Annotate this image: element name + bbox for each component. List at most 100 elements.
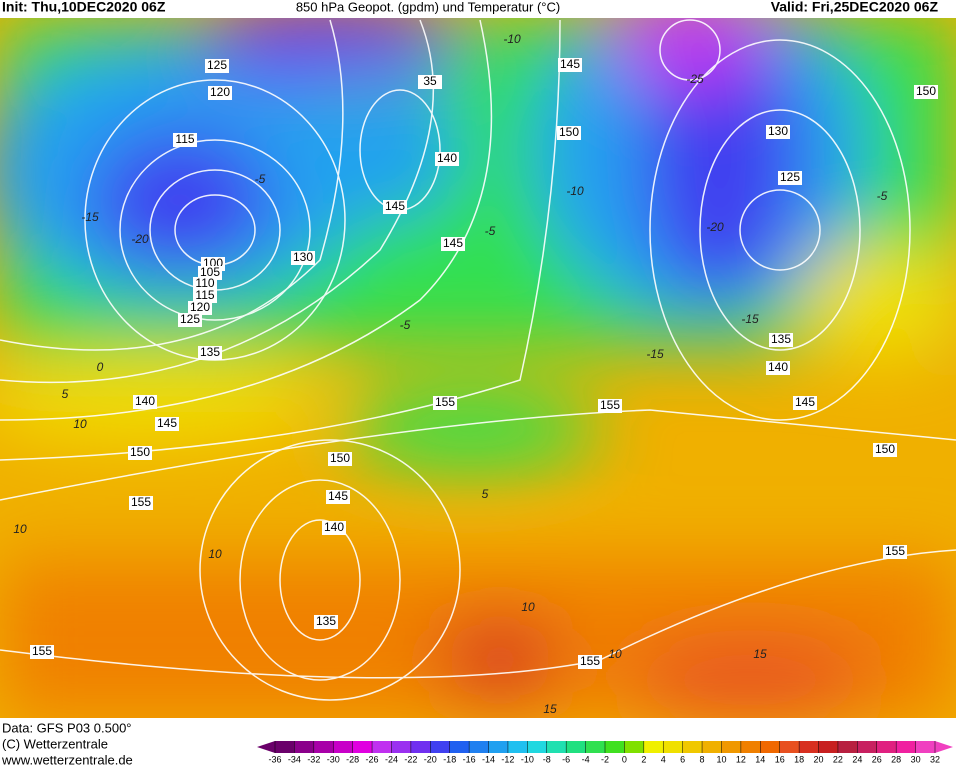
geopotential-label: 140: [135, 394, 155, 408]
colorbar-label: 16: [775, 754, 785, 764]
colorbar-label: 18: [794, 754, 804, 764]
geopotential-label: 145: [795, 395, 815, 409]
label-box: [208, 86, 232, 100]
colorbar-bin: [585, 741, 605, 753]
label-box: [129, 496, 153, 510]
temperature-label: -20: [706, 220, 724, 234]
colorbar-label: -34: [288, 754, 301, 764]
geopotential-label: 155: [600, 398, 620, 412]
colorbar-bin: [857, 741, 877, 753]
geopotential-label: 155: [885, 544, 905, 558]
colorbar-label: -20: [424, 754, 437, 764]
geopotential-label: 150: [875, 442, 895, 456]
label-box: [766, 361, 790, 375]
colorbar-bin: [702, 741, 722, 753]
colorbar-arrow: [935, 741, 953, 753]
colorbar-label: -36: [268, 754, 281, 764]
geopotential-label: 140: [768, 360, 788, 374]
colorbar-bin: [469, 741, 489, 753]
geopotential-label: 145: [385, 199, 405, 213]
label-box: [558, 58, 582, 72]
colorbar-label: -6: [562, 754, 570, 764]
geopotential-label: 110: [195, 276, 214, 290]
label-box: [433, 396, 457, 410]
temperature-label: -15: [646, 347, 664, 361]
temperature-label: -5: [877, 189, 888, 203]
geopotential-label: 155: [435, 395, 455, 409]
contours: [0, 19, 956, 701]
colorbar-label: 32: [930, 754, 940, 764]
colorbar-bin: [799, 741, 819, 753]
colorbar-label: -8: [543, 754, 551, 764]
colorbar-bin: [507, 741, 528, 753]
geopotential-label: 115: [175, 132, 194, 146]
colorbar-label: -10: [521, 754, 534, 764]
geopotential-label: 140: [324, 520, 344, 534]
label-box: [778, 171, 802, 185]
label-box: [198, 266, 222, 280]
label-box: [383, 200, 407, 214]
geopotential-label: 155: [580, 654, 600, 668]
label-box: [883, 545, 907, 559]
colorbar-bin: [624, 741, 644, 753]
label-box: [578, 655, 602, 669]
label-box: [193, 289, 217, 303]
colorbar-label: 4: [661, 754, 666, 764]
geopotential-label: 35: [423, 74, 437, 88]
geopotential-label: 120: [190, 300, 210, 314]
colorbar-label: -14: [482, 754, 495, 764]
geopotential-label: 105: [200, 265, 220, 279]
colorbar-label: 22: [833, 754, 843, 764]
colorbar-label: 20: [814, 754, 824, 764]
colorbar-label: 30: [911, 754, 921, 764]
colorbar-label: -4: [582, 754, 590, 764]
label-box: [873, 443, 897, 457]
colorbar-label: 6: [680, 754, 685, 764]
colorbar-bin: [527, 741, 547, 753]
label-box: [193, 277, 217, 291]
label-box: [441, 237, 465, 251]
colorbar-bin: [876, 741, 897, 753]
map-title: 850 hPa Geopot. (gpdm) und Temperatur (°…: [296, 0, 560, 14]
temperature-label: 15: [753, 647, 767, 661]
geopotential-label: 145: [328, 489, 348, 503]
label-box: [769, 333, 793, 347]
temperature-label: -5: [485, 224, 496, 238]
label-box: [314, 615, 338, 629]
colorbar: -36 -34 -32 -30 -28 -26 -24 -22 -20 -18 -16 -14 -12-…: [257, 741, 953, 764]
data-source: Data: GFS P03 0.500°: [2, 720, 132, 735]
colorbar-bin: [915, 741, 935, 753]
label-box: [291, 251, 315, 265]
temperature-label: 10: [13, 522, 27, 536]
colorbar-bin: [837, 741, 858, 753]
label-box: [793, 396, 817, 410]
colorbar-label: 12: [736, 754, 746, 764]
colorbar-label: -28: [346, 754, 359, 764]
temperature-label: 10: [208, 547, 222, 561]
temperature-label: 10: [73, 417, 87, 431]
colorbar-label: -24: [385, 754, 398, 764]
geopotential-label: 145: [443, 236, 463, 250]
label-box: [598, 399, 622, 413]
colorbar-bin: [663, 741, 683, 753]
geopotential-label: 120: [210, 85, 230, 99]
colorbar-bin: [488, 741, 508, 753]
temperature-label: 5: [62, 387, 69, 401]
label-box: [326, 490, 350, 504]
colorbar-bin: [410, 741, 431, 753]
geopotential-label: 130: [768, 124, 788, 138]
colorbar-bin: [313, 741, 334, 753]
colorbar-label: 26: [872, 754, 882, 764]
geopotential-label: 135: [316, 614, 336, 628]
colorbar-bin: [352, 741, 373, 753]
label-box: [198, 346, 222, 360]
label-box: [557, 126, 581, 140]
init-time: Init: Thu,10DEC2020 06Z: [2, 0, 166, 15]
temperature-label: -25: [686, 72, 704, 86]
label-box: [328, 452, 352, 466]
colorbar-label: -16: [463, 754, 476, 764]
geopotential-label: 140: [437, 151, 457, 165]
temperature-label: -15: [81, 210, 99, 224]
colorbar-label: -26: [366, 754, 379, 764]
